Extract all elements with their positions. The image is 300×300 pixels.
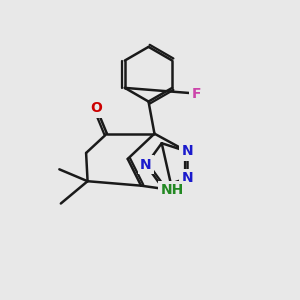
Text: N: N	[140, 158, 152, 172]
Text: O: O	[91, 101, 102, 116]
Text: N: N	[181, 145, 193, 158]
Text: F: F	[191, 86, 201, 100]
Text: N: N	[181, 171, 193, 185]
Text: NH: NH	[161, 183, 184, 197]
